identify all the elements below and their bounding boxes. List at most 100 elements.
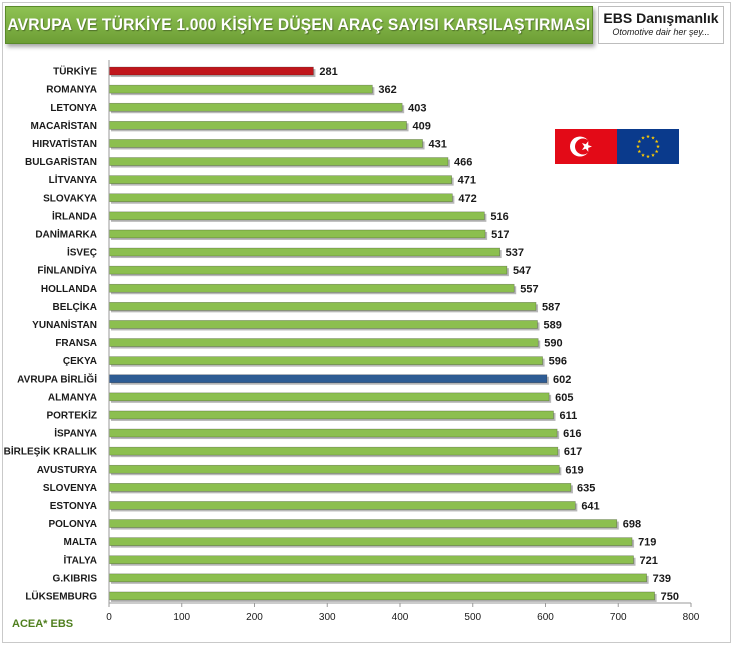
category-label: SLOVENYA — [43, 483, 97, 494]
category-label: HOLLANDA — [41, 284, 97, 295]
bar — [108, 374, 548, 384]
category-label: BULGARİSTAN — [25, 155, 97, 168]
value-label: 409 — [413, 120, 431, 132]
x-tick-label: 300 — [319, 612, 336, 623]
value-label: 719 — [638, 537, 656, 549]
category-label: ROMANYA — [46, 85, 97, 96]
bar — [108, 211, 485, 221]
category-label: ALMANYA — [48, 392, 97, 403]
bar — [108, 121, 407, 130]
x-tick-label: 600 — [537, 612, 554, 623]
value-label: 635 — [577, 482, 595, 494]
bar — [108, 537, 633, 546]
value-label: 547 — [513, 265, 531, 277]
value-label: 516 — [490, 211, 508, 223]
bar — [108, 555, 634, 565]
category-label: İRLANDA — [52, 209, 97, 222]
value-label: 596 — [549, 356, 567, 368]
bar — [108, 229, 486, 239]
category-label: AVRUPA BİRLİĞİ — [17, 372, 97, 385]
category-label: G.KIBRIS — [53, 573, 98, 584]
chart-title: AVRUPA VE TÜRKİYE 1.000 KİŞİYE DÜŞEN ARA… — [7, 15, 591, 34]
eu-flag-icon — [617, 129, 679, 164]
value-label: 466 — [454, 157, 472, 169]
bar — [108, 573, 647, 583]
bar — [108, 139, 423, 148]
title-banner: AVRUPA VE TÜRKİYE 1.000 KİŞİYE DÜŞEN ARA… — [5, 6, 593, 44]
x-tick-label: 0 — [106, 612, 112, 623]
bar — [108, 175, 452, 184]
category-label: YUNANİSTAN — [32, 318, 97, 331]
category-label: ESTONYA — [50, 501, 97, 512]
category-label: MACARİSTAN — [31, 119, 97, 132]
bar — [108, 591, 655, 601]
category-label: HIRVATİSTAN — [32, 137, 97, 150]
bar — [108, 320, 538, 329]
turkey-flag-icon — [555, 129, 617, 164]
bar — [108, 247, 500, 257]
category-label: POLONYA — [48, 519, 97, 530]
bar — [108, 265, 508, 275]
bar — [108, 501, 576, 510]
bar — [108, 302, 537, 311]
category-label: FİNLANDİYA — [37, 264, 97, 277]
brand-logo: EBS Danışmanlık Otomotive dair her şey..… — [598, 6, 724, 44]
bar — [108, 157, 449, 166]
category-label: DANİMARKA — [35, 227, 97, 240]
value-label: 721 — [640, 555, 658, 567]
value-label: 611 — [560, 410, 578, 422]
x-tick-label: 100 — [173, 612, 190, 623]
category-label: İSPANYA — [54, 427, 97, 440]
category-label: BİRLEŞİK KRALLIK — [4, 445, 98, 458]
category-label: TÜRKİYE — [53, 65, 97, 78]
value-label: 750 — [661, 591, 679, 603]
category-label: AVUSTURYA — [37, 465, 97, 476]
category-label: ÇEKYA — [63, 356, 97, 367]
category-label: SLOVAKYA — [43, 193, 97, 204]
category-label: PORTEKİZ — [46, 408, 97, 421]
category-label: LÜKSEMBURG — [25, 589, 97, 602]
value-label: 431 — [429, 138, 447, 150]
category-label: FRANSA — [55, 338, 97, 349]
bar — [108, 519, 618, 528]
brand-name: EBS Danışmanlık — [603, 10, 719, 26]
value-label: 619 — [565, 464, 583, 476]
value-label: 605 — [555, 392, 573, 404]
category-label: İSVEÇ — [67, 246, 97, 259]
x-tick-label: 500 — [464, 612, 481, 623]
value-label: 281 — [319, 66, 337, 78]
x-tick-label: 400 — [392, 612, 409, 623]
x-tick-label: 700 — [610, 612, 627, 623]
value-label: 557 — [520, 283, 538, 295]
brand-slogan: Otomotive dair her şey... — [612, 27, 710, 37]
bar — [108, 428, 558, 438]
category-label: BELÇİKA — [53, 300, 97, 313]
bar — [108, 102, 403, 112]
bar — [108, 84, 373, 94]
value-label: 403 — [408, 102, 426, 114]
value-label: 739 — [653, 573, 671, 585]
bar — [108, 283, 515, 293]
bar — [108, 66, 314, 76]
category-label: LETONYA — [50, 103, 97, 114]
source-note: ACEA* EBS — [12, 618, 74, 630]
value-label: 590 — [544, 338, 562, 350]
value-label: 537 — [506, 247, 524, 259]
bar — [108, 446, 559, 456]
category-label: LİTVANYA — [49, 173, 97, 186]
x-tick-label: 800 — [683, 612, 700, 623]
value-label: 602 — [553, 374, 571, 386]
value-label: 362 — [378, 84, 396, 96]
bar — [108, 410, 554, 420]
category-label: İTALYA — [63, 553, 97, 566]
value-label: 472 — [458, 193, 476, 205]
bar — [108, 338, 539, 347]
value-label: 471 — [458, 175, 476, 187]
bar — [108, 356, 543, 365]
value-label: 698 — [623, 519, 641, 531]
value-label: 517 — [491, 229, 509, 241]
bar — [108, 483, 572, 492]
value-label: 617 — [564, 446, 582, 458]
